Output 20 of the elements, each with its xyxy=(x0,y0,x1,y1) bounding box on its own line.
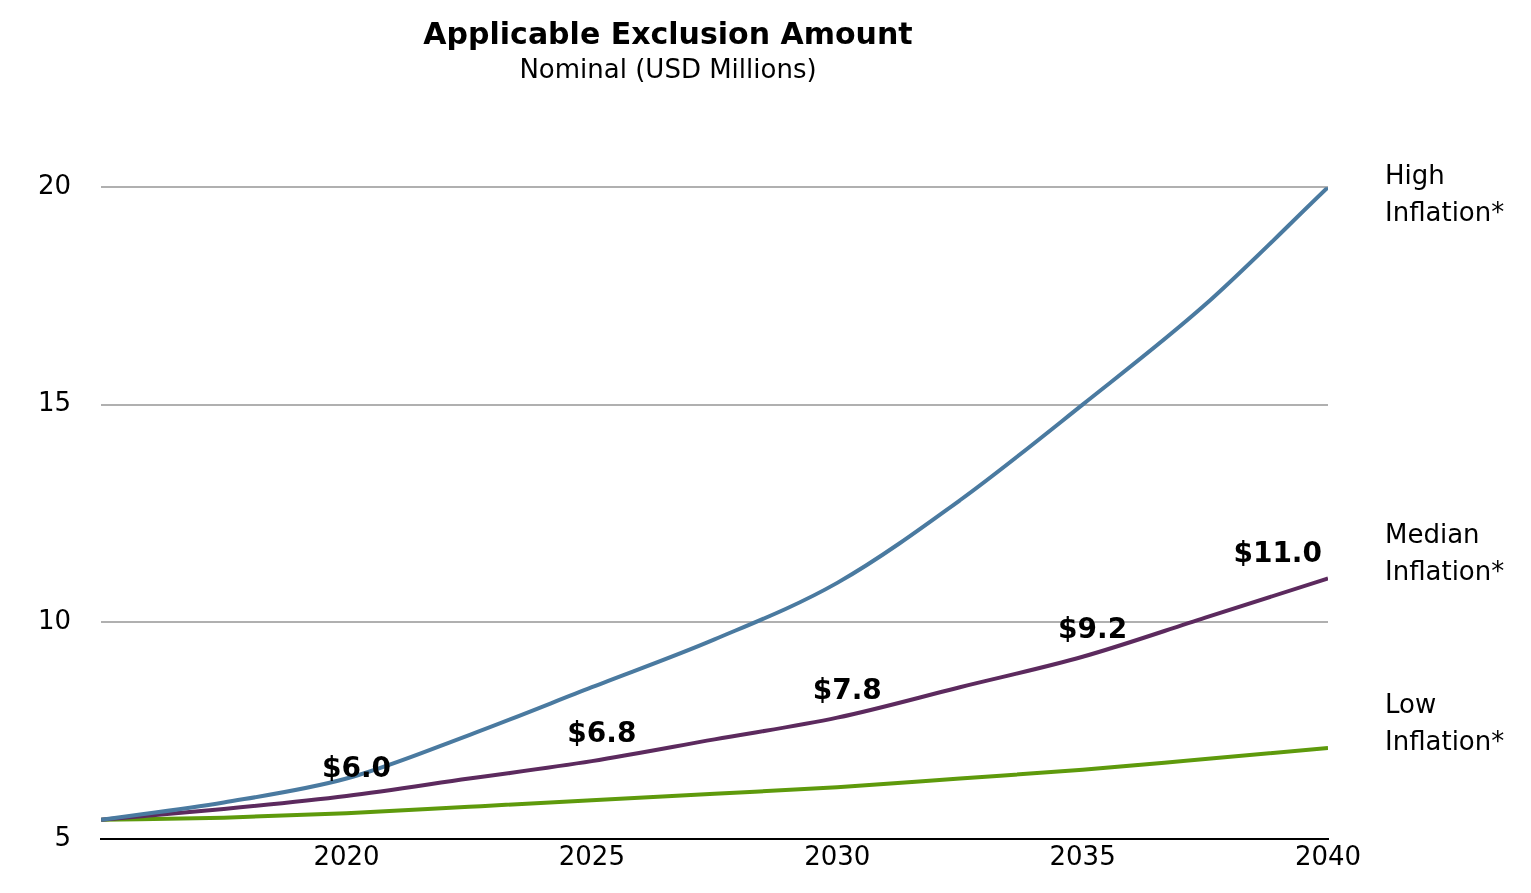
y-tick-label: 10 xyxy=(37,604,72,635)
line-series xyxy=(101,576,1328,822)
x-tick-label: 2020 xyxy=(313,840,380,871)
chart-title: Applicable Exclusion Amount xyxy=(423,15,913,51)
data-label: $9.2 xyxy=(1058,612,1128,646)
text: Low Inflation* xyxy=(1385,688,1505,756)
chart-subtitle: Nominal (USD Millions) xyxy=(519,54,817,85)
text: Median Inflation* xyxy=(1385,519,1505,587)
y-tick-label: 15 xyxy=(37,387,72,418)
y-tick-label: 5 xyxy=(54,822,72,853)
x-tick-label: 2030 xyxy=(804,840,871,871)
line-series xyxy=(101,187,1328,822)
data-label: $6.8 xyxy=(567,716,637,750)
text: High Inflation* xyxy=(1385,159,1505,227)
x-tick-label: 2035 xyxy=(1049,840,1116,871)
x-tick-label: 2025 xyxy=(558,840,625,871)
data-label: $7.8 xyxy=(812,672,882,706)
y-tick-label: 20 xyxy=(37,169,72,200)
data-label: $11.0 xyxy=(1233,535,1322,569)
x-tick-label: 2040 xyxy=(1294,840,1362,871)
